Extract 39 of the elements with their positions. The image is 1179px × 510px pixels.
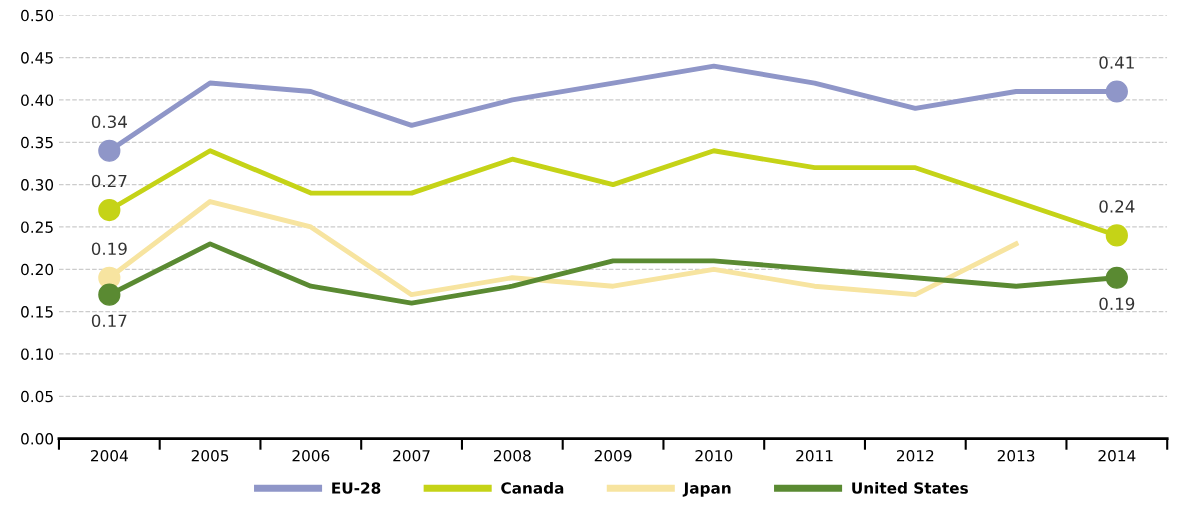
y-tick-label: 0.50	[21, 9, 54, 22]
y-tick-label: 0.05	[21, 390, 53, 403]
y-tick-label: 0.25	[21, 221, 53, 233]
legend-label: Japan	[682, 482, 731, 497]
data-label: 0.41	[1099, 56, 1134, 69]
data-label: 0.27	[91, 174, 127, 188]
data-label: 0.17	[91, 314, 127, 328]
y-tick-label: 0.20	[21, 263, 54, 276]
x-tick-label: 2008	[494, 449, 531, 462]
x-tick-label: 2014	[1098, 449, 1136, 462]
x-tick-label: 2004	[91, 449, 128, 462]
y-tick-label: 0.30	[21, 179, 54, 191]
y-tick-label: 0.00	[21, 433, 54, 445]
x-tick-label: 2009	[594, 449, 632, 462]
point	[98, 139, 121, 162]
y-tick-label: 0.10	[21, 348, 54, 360]
x-tick-label: 2013	[997, 449, 1035, 462]
x-tick-label: 2012	[897, 449, 934, 462]
point	[1105, 224, 1128, 247]
legend-label: EU-28	[332, 482, 381, 494]
data-label: 0.34	[91, 115, 127, 129]
legend-label: United States	[852, 481, 968, 494]
y-tick-label: 0.40	[21, 94, 54, 106]
y-tick-label: 0.15	[21, 306, 53, 318]
point	[98, 283, 121, 306]
point	[98, 198, 121, 222]
y-tick-label: 0.35	[21, 136, 53, 149]
data-label: 0.24	[1099, 200, 1135, 213]
legend-label: Canada	[501, 481, 564, 494]
data-label: 0.19	[91, 242, 127, 256]
data-label: 0.19	[1099, 297, 1135, 311]
x-tick-label: 2007	[393, 449, 430, 462]
point	[1105, 266, 1128, 289]
x-tick-label: 2011	[796, 449, 833, 462]
x-tick-label: 2006	[292, 449, 330, 462]
y-tick-label: 0.45	[21, 52, 53, 64]
point	[1105, 80, 1128, 103]
x-tick-label: 2010	[695, 449, 733, 462]
x-tick-label: 2005	[191, 449, 229, 462]
